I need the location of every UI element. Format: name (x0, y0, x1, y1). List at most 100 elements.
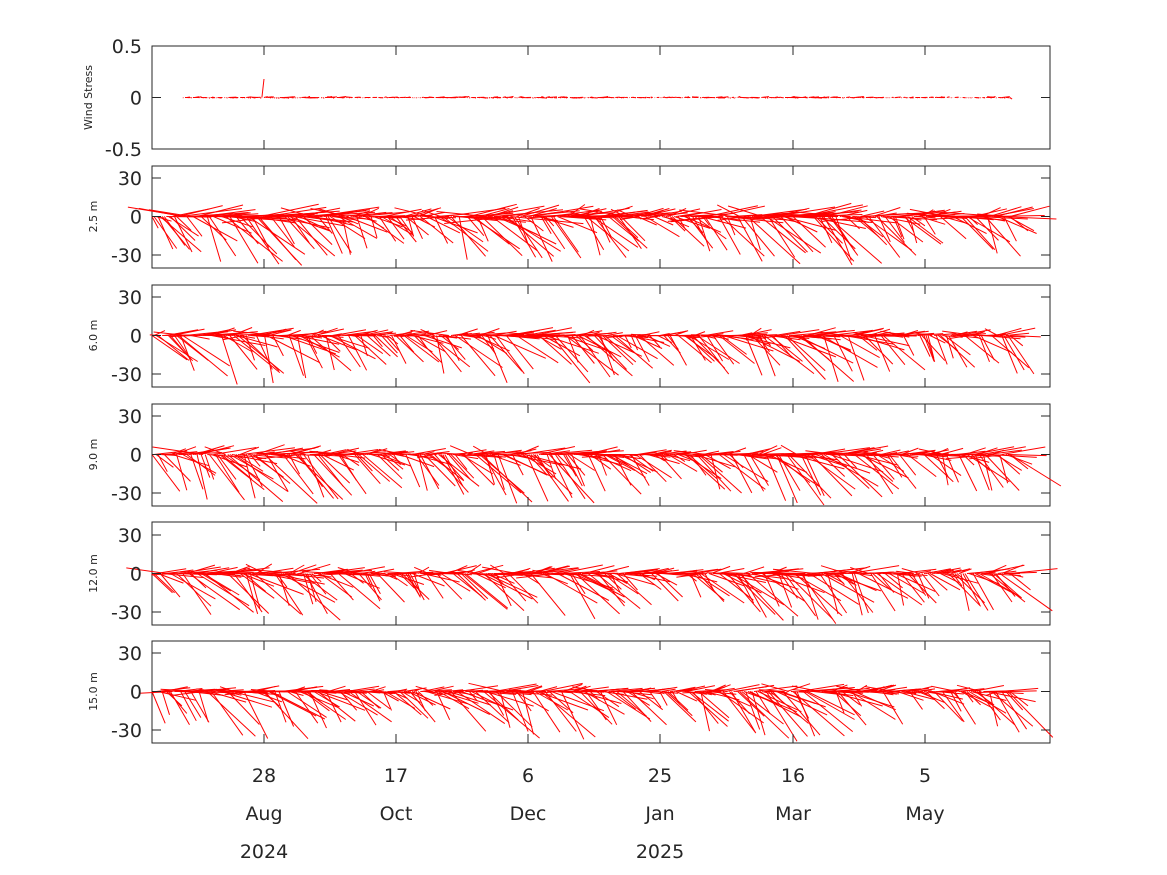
stick (264, 691, 309, 740)
stick (657, 691, 665, 695)
stick (722, 691, 756, 733)
stick (792, 573, 842, 602)
stick (759, 691, 781, 707)
stick (870, 691, 894, 696)
stick (546, 454, 557, 480)
stick (186, 216, 203, 237)
stick (944, 335, 971, 356)
stick (618, 216, 642, 249)
stick (958, 568, 972, 574)
stick (999, 573, 1053, 612)
stick (901, 573, 925, 603)
stick (911, 686, 933, 692)
y-axis-label: 9.0 m (87, 439, 100, 471)
stick (894, 216, 905, 240)
x-tick-day: 25 (648, 765, 672, 787)
stick (938, 214, 956, 217)
stick (249, 96, 259, 98)
stick (835, 216, 852, 261)
stick (341, 216, 351, 255)
stick (561, 691, 585, 740)
stick (968, 97, 970, 99)
stick (987, 216, 998, 254)
stick (512, 573, 539, 577)
stick (822, 216, 871, 222)
stick (233, 454, 289, 492)
stick (805, 202, 852, 217)
stick (352, 211, 387, 217)
stick (245, 573, 259, 615)
stick (563, 683, 583, 692)
stick (261, 78, 265, 98)
stick (952, 573, 963, 587)
stick (401, 573, 430, 600)
stick (301, 216, 347, 223)
stick (340, 691, 358, 711)
stick (874, 454, 906, 457)
stick (743, 329, 772, 336)
stick (667, 207, 687, 217)
stick (479, 328, 500, 336)
stick (747, 97, 749, 99)
stick (641, 331, 660, 336)
stick (174, 446, 197, 455)
stick (481, 573, 533, 600)
stick (442, 565, 477, 574)
stick (772, 568, 816, 574)
stick (682, 691, 722, 694)
stick (216, 97, 218, 99)
stick (755, 691, 771, 715)
stick (600, 691, 618, 726)
stick (247, 97, 250, 99)
stick (356, 335, 384, 355)
stick (858, 335, 878, 351)
stick (354, 691, 377, 726)
stick (598, 573, 625, 607)
stick (258, 216, 297, 261)
stick (905, 216, 915, 233)
stick (630, 335, 639, 351)
stick (962, 573, 981, 605)
stick (419, 454, 440, 490)
stick (839, 209, 868, 217)
stick (901, 568, 921, 574)
stick (532, 569, 550, 574)
stick (446, 216, 484, 243)
stick (148, 209, 191, 217)
stick (273, 97, 276, 99)
stick (978, 454, 1004, 488)
stick (540, 691, 596, 738)
y-ticks (152, 296, 1050, 375)
stick (964, 691, 974, 703)
stick (190, 454, 204, 490)
stick (745, 97, 748, 99)
stick (792, 689, 816, 692)
stick (248, 573, 304, 595)
stick (289, 216, 331, 232)
stick (717, 216, 746, 221)
stick (319, 454, 351, 484)
stick (960, 691, 994, 709)
stick (456, 328, 478, 336)
stick (1007, 335, 1035, 375)
stick (450, 691, 487, 732)
stick (987, 691, 1036, 703)
y-tick-label: 30 (118, 168, 142, 190)
stick (686, 573, 697, 582)
stick (907, 573, 937, 604)
stick (745, 691, 761, 730)
stick (944, 569, 962, 574)
stick (622, 691, 652, 722)
stick (159, 573, 181, 598)
stick (597, 216, 611, 243)
stick (802, 96, 807, 98)
stick (399, 691, 429, 719)
stick (528, 97, 530, 99)
stick (860, 451, 884, 455)
stick (221, 335, 238, 385)
stick (327, 96, 336, 98)
stick (788, 211, 851, 217)
stick (530, 573, 566, 616)
y-tick-label: 0 (130, 207, 142, 229)
stick (751, 691, 766, 736)
